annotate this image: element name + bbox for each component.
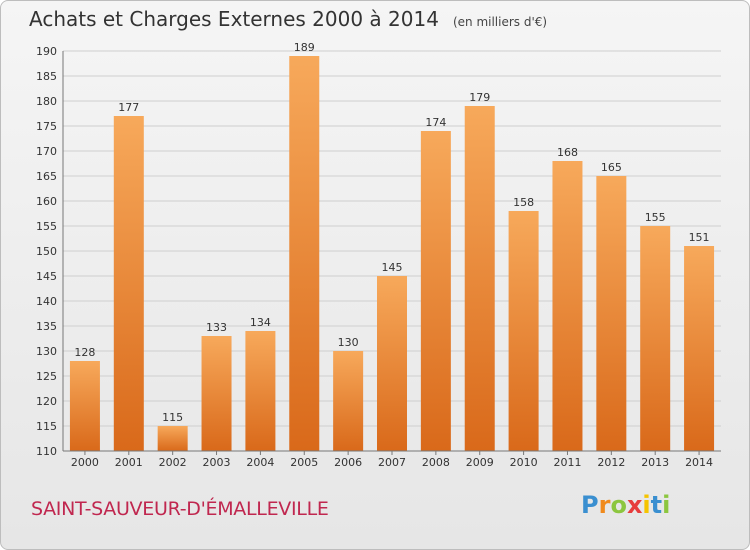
x-tick-label: 2002 bbox=[159, 456, 187, 469]
bar bbox=[508, 211, 539, 451]
x-tick-label: 2000 bbox=[71, 456, 99, 469]
y-tick-label: 150 bbox=[36, 245, 57, 258]
bar-value-label: 145 bbox=[382, 261, 403, 274]
logo-letter: i bbox=[642, 491, 651, 519]
bars: 128 177 115 133 134 189 130 145 174 179 158 168 165 1… bbox=[69, 41, 715, 451]
bar bbox=[377, 276, 407, 451]
y-tick-label: 175 bbox=[36, 120, 57, 133]
bar-value-label: 115 bbox=[162, 411, 183, 424]
y-tick-label: 140 bbox=[36, 295, 57, 308]
bar bbox=[157, 426, 188, 451]
bar-value-label: 128 bbox=[74, 346, 95, 359]
x-tick-label: 2009 bbox=[466, 456, 494, 469]
logo-letter: x bbox=[626, 491, 643, 519]
y-tick-label: 185 bbox=[36, 70, 57, 83]
bar bbox=[684, 246, 715, 451]
proxiti-logo[interactable]: Proxiti bbox=[581, 491, 670, 519]
x-tick-label: 2001 bbox=[115, 456, 143, 469]
bar-value-label: 133 bbox=[206, 321, 227, 334]
logo-letter: t bbox=[650, 491, 663, 519]
y-tick-label: 110 bbox=[36, 445, 57, 458]
y-tick-label: 115 bbox=[36, 420, 57, 433]
x-tick-label: 2004 bbox=[246, 456, 274, 469]
bar bbox=[640, 226, 671, 451]
x-tick-label: 2007 bbox=[378, 456, 406, 469]
logo-letter: r bbox=[598, 491, 611, 519]
y-tick-label: 125 bbox=[36, 370, 57, 383]
bar bbox=[69, 361, 100, 451]
bar bbox=[464, 106, 495, 451]
bar bbox=[552, 161, 583, 451]
y-tick-label: 130 bbox=[36, 345, 57, 358]
logo-letter: i bbox=[662, 491, 671, 519]
x-tick-label: 2014 bbox=[685, 456, 713, 469]
y-tick-label: 155 bbox=[36, 220, 57, 233]
x-tick-label: 2008 bbox=[422, 456, 450, 469]
bar-value-label: 130 bbox=[338, 336, 359, 349]
bar bbox=[420, 131, 451, 451]
axes: 110 115 120 125 130 135 140 145 150 155 160 165 170 1… bbox=[36, 45, 721, 469]
bar bbox=[113, 116, 144, 451]
y-tick-label: 135 bbox=[36, 320, 57, 333]
x-tick-label: 2013 bbox=[641, 456, 669, 469]
chart-title-text: Achats et Charges Externes 2000 à 2014 bbox=[29, 7, 439, 31]
bar bbox=[333, 351, 364, 451]
bar-value-label: 151 bbox=[689, 231, 710, 244]
bar-value-label: 174 bbox=[425, 116, 446, 129]
bar-value-label: 155 bbox=[645, 211, 666, 224]
bar-value-label: 189 bbox=[294, 41, 315, 54]
x-tick-label: 2011 bbox=[553, 456, 581, 469]
y-tick-label: 165 bbox=[36, 170, 57, 183]
bar bbox=[596, 176, 627, 451]
logo-letter: o bbox=[610, 491, 627, 519]
y-tick-label: 145 bbox=[36, 270, 57, 283]
y-tick-label: 160 bbox=[36, 195, 57, 208]
bar-value-label: 165 bbox=[601, 161, 622, 174]
bar-value-label: 179 bbox=[469, 91, 490, 104]
logo-letter: P bbox=[581, 491, 599, 519]
x-tick-label: 2010 bbox=[510, 456, 538, 469]
bar bbox=[289, 56, 320, 451]
bar-value-label: 168 bbox=[557, 146, 578, 159]
bar-value-label: 177 bbox=[118, 101, 139, 114]
x-tick-label: 2003 bbox=[203, 456, 231, 469]
x-tick-label: 2012 bbox=[597, 456, 625, 469]
commune-name: SAINT-SAUVEUR-D'ÉMALLEVILLE bbox=[31, 498, 329, 520]
y-tick-label: 170 bbox=[36, 145, 57, 158]
y-tick-label: 120 bbox=[36, 395, 57, 408]
chart-title: Achats et Charges Externes 2000 à 2014 (e… bbox=[29, 7, 547, 31]
bar bbox=[201, 336, 232, 451]
bar bbox=[245, 331, 276, 451]
y-tick-label: 180 bbox=[36, 95, 57, 108]
chart-unit: (en milliers d'€) bbox=[452, 15, 548, 29]
x-tick-label: 2005 bbox=[290, 456, 318, 469]
y-tick-label: 190 bbox=[36, 45, 57, 58]
bar-value-label: 158 bbox=[513, 196, 534, 209]
bar-value-label: 134 bbox=[250, 316, 271, 329]
x-tick-label: 2006 bbox=[334, 456, 362, 469]
